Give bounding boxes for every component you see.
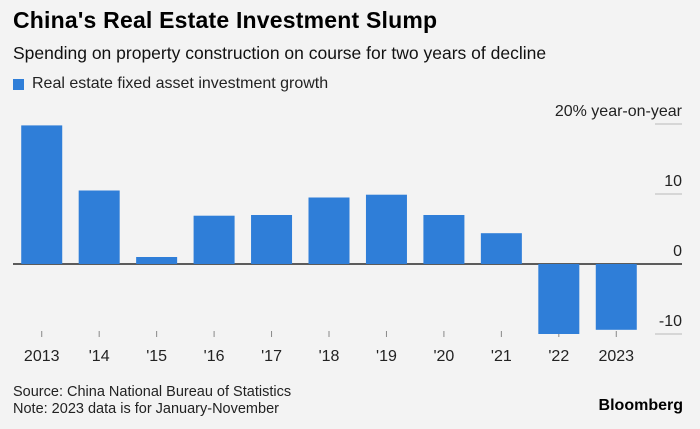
x-tick-label: 2013 <box>24 348 60 365</box>
legend-swatch <box>13 78 24 90</box>
legend-label: Real estate fixed asset investment growt… <box>32 75 329 92</box>
y-tick-label: 0 <box>673 243 682 260</box>
y-tick-label: 20% year-on-year <box>555 103 683 120</box>
x-tick-label: '19 <box>376 348 397 365</box>
chart-title: China's Real Estate Investment Slump <box>13 7 438 33</box>
bar-8 <box>480 233 522 264</box>
bar-7 <box>423 215 465 264</box>
brand-logo: Bloomberg <box>598 397 683 414</box>
x-tick-label: 2023 <box>598 348 634 365</box>
bar-10 <box>595 264 637 330</box>
x-tick-label: '15 <box>146 348 167 365</box>
x-tick-label: '14 <box>89 348 110 365</box>
y-tick-label: -10 <box>659 313 682 330</box>
x-tick-label: '16 <box>204 348 225 365</box>
footer: Source: China National Bureau of Statist… <box>13 384 291 418</box>
bar-layer <box>21 125 637 334</box>
y-tick-label: 10 <box>664 173 682 190</box>
data-note: Note: 2023 data is for January-November <box>13 401 279 417</box>
x-tick-label: '22 <box>548 348 569 365</box>
x-tick-label: '17 <box>261 348 282 365</box>
x-tick-label: '18 <box>319 348 340 365</box>
legend: Real estate fixed asset investment growt… <box>13 75 328 93</box>
bar-1 <box>78 190 120 264</box>
bar-3 <box>193 215 235 264</box>
bar-2 <box>136 257 178 264</box>
x-tick-label: '20 <box>433 348 454 365</box>
x-tick-label: '21 <box>491 348 512 365</box>
bar-6 <box>365 194 407 264</box>
source-note: Source: China National Bureau of Statist… <box>13 384 292 400</box>
bar-0 <box>21 125 63 265</box>
chart-subtitle: Spending on property construction on cou… <box>13 43 547 63</box>
bar-4 <box>251 215 293 264</box>
bar-9 <box>538 264 580 334</box>
bar-5 <box>308 197 350 264</box>
label-layer: 20% year-on-year 10 0 -10 2013 '14 '15 '16 '17 '1… <box>24 103 683 365</box>
